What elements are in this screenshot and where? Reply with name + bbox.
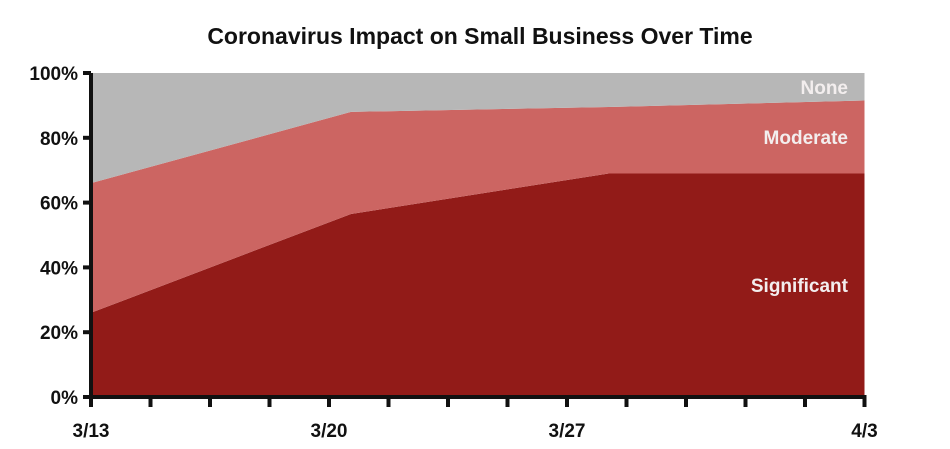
area-none: [91, 73, 865, 184]
series-label-none: None: [801, 78, 849, 99]
series-label-moderate: Moderate: [764, 128, 848, 149]
y-tick-label: 0%: [51, 388, 79, 409]
y-tick-label: 100%: [29, 64, 78, 85]
y-tick-label: 80%: [40, 129, 78, 150]
x-tick-label: 3/27: [549, 421, 586, 442]
chart-title: Coronavirus Impact on Small Business Ove…: [207, 23, 752, 49]
area-significant: [91, 173, 865, 397]
x-tick-label: 3/13: [73, 421, 110, 442]
area-moderate: [91, 100, 865, 313]
x-tick-label: 4/3: [851, 421, 877, 442]
y-tick-label: 60%: [40, 194, 78, 215]
y-tick-label: 40%: [40, 258, 78, 279]
series-label-significant: Significant: [751, 276, 849, 297]
y-tick-label: 20%: [40, 323, 78, 344]
x-tick-label: 3/20: [311, 421, 348, 442]
